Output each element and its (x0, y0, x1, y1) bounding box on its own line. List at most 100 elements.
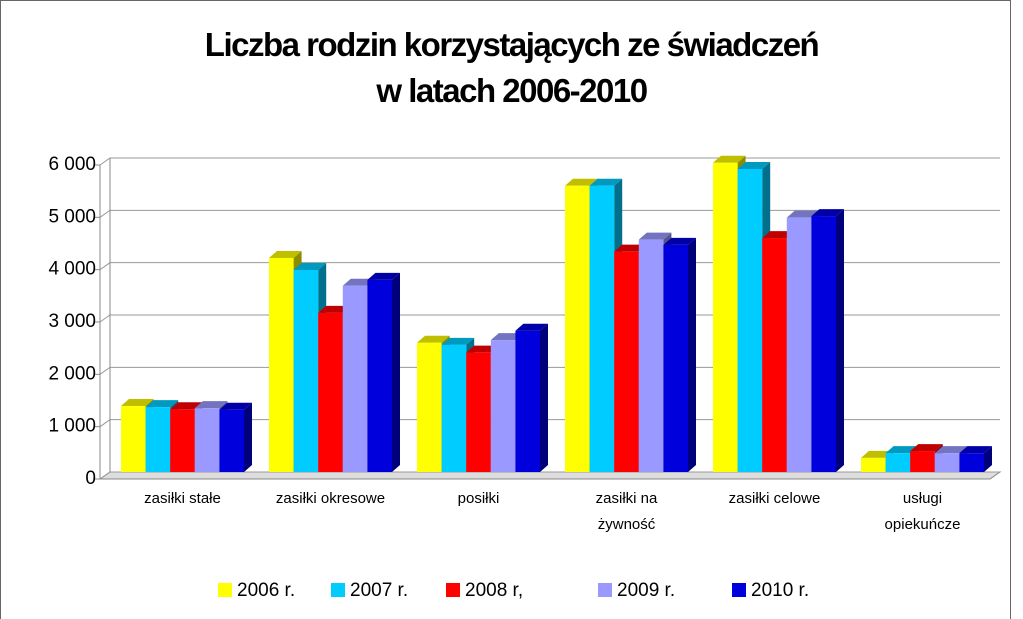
chart-title: Liczba rodzin korzystających ze świadcze… (204, 26, 820, 63)
bar-side (540, 323, 548, 472)
y-tick-label: 0 (85, 468, 96, 489)
bar-side (836, 209, 844, 472)
bar-top (861, 450, 894, 458)
bar-top (466, 345, 499, 353)
bar-top (318, 305, 351, 313)
bar-top (441, 337, 475, 345)
bar (565, 185, 590, 472)
legend-swatch (446, 583, 460, 597)
grid-line (99, 157, 1000, 166)
bar-top (910, 444, 943, 452)
bar (269, 257, 294, 472)
bar-top (934, 446, 968, 454)
bar-top (959, 446, 992, 454)
bar (466, 352, 491, 472)
x-tick-label: usługi opiekuńcze (884, 490, 961, 533)
bar-side (688, 237, 696, 472)
x-tick-label: posiłki (457, 490, 500, 507)
bar-top (811, 209, 844, 217)
bar-top (145, 400, 179, 408)
bar-top (885, 446, 919, 454)
y-tick-label: 5 000 (48, 206, 96, 227)
bar (885, 453, 911, 472)
grid-line (99, 209, 1000, 218)
bar (910, 451, 935, 472)
bar-top (417, 335, 450, 343)
bar-top (565, 178, 598, 186)
y-tick-label: 2 000 (48, 363, 96, 384)
x-tick-label: zasiłki okresowe (275, 490, 386, 507)
bar (762, 238, 787, 472)
bar (959, 453, 984, 472)
bar-top (367, 272, 400, 280)
bar-top (269, 250, 302, 258)
legend-label: 2006 r. (237, 580, 295, 601)
bar (417, 342, 442, 472)
bar (121, 406, 146, 472)
bar (737, 168, 763, 473)
bar-side (392, 272, 400, 472)
bar-top (638, 232, 672, 240)
bar-top (786, 210, 820, 218)
bar-top (589, 178, 623, 186)
legend-swatch (331, 583, 345, 597)
x-tick-label: zasiłki stałe (144, 490, 221, 507)
y-tick-label: 4 000 (48, 259, 96, 280)
bar-top (194, 401, 228, 409)
legend-swatch (732, 583, 746, 597)
bar (194, 408, 220, 472)
bar (145, 407, 171, 472)
legend-swatch (598, 583, 612, 597)
bar (589, 185, 615, 472)
bar (170, 409, 195, 472)
y-tick-label: 6 000 (48, 154, 96, 175)
legend-label: 2008 r, (465, 580, 523, 601)
y-tick-label: 1 000 (48, 416, 96, 437)
bar (342, 285, 368, 472)
bar-top (490, 333, 524, 341)
bar-top (219, 402, 252, 410)
bar (614, 251, 639, 472)
legend-label: 2007 r. (350, 580, 408, 601)
bar-top (342, 278, 376, 286)
grid-line (99, 366, 1000, 375)
bar-top (663, 237, 696, 245)
bar-top (762, 231, 795, 239)
bar (219, 409, 244, 472)
bar-top (121, 399, 154, 407)
bar (490, 340, 516, 472)
y-tick-label: 3 000 (48, 311, 96, 332)
bar-top (614, 244, 647, 252)
bar (663, 244, 688, 472)
bar (515, 330, 540, 472)
chart-title: w latach 2006-2010 (376, 72, 648, 109)
floor (98, 471, 1002, 480)
bar (318, 312, 343, 472)
bar (293, 269, 319, 472)
legend-label: 2010 r. (751, 580, 809, 601)
bar-top (293, 262, 327, 270)
grid-line (99, 314, 1000, 323)
bar-top (170, 402, 203, 410)
grid-line (99, 262, 1000, 271)
bar (861, 457, 886, 472)
bar-side (984, 446, 992, 472)
bar (786, 217, 812, 472)
bar-top (737, 161, 771, 169)
bar (934, 453, 960, 472)
bar (638, 239, 664, 472)
x-tick-label: zasiłki celowe (728, 490, 821, 507)
legend-label: 2009 r. (617, 580, 675, 601)
bar (811, 216, 836, 472)
bar-side (244, 402, 252, 472)
bar (713, 162, 738, 472)
bar (367, 279, 392, 472)
x-tick-label: zasiłki na żywność (595, 490, 658, 533)
bar-top (515, 323, 548, 331)
legend-swatch (218, 583, 232, 597)
bar-top (713, 155, 746, 163)
bar (441, 344, 467, 472)
